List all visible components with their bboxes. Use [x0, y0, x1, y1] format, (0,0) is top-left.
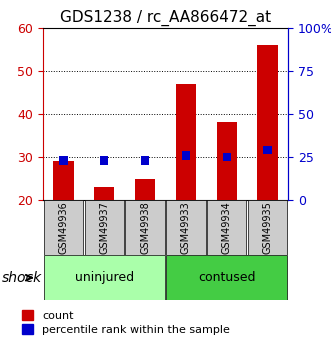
- FancyBboxPatch shape: [85, 200, 124, 255]
- FancyBboxPatch shape: [166, 200, 206, 255]
- Text: shock: shock: [2, 271, 42, 285]
- Text: GSM49936: GSM49936: [59, 201, 69, 254]
- Text: GSM49935: GSM49935: [262, 201, 272, 254]
- Bar: [100, 156, 108, 165]
- Bar: [176, 84, 196, 200]
- FancyBboxPatch shape: [248, 200, 287, 255]
- Bar: [257, 45, 278, 200]
- Bar: [135, 179, 155, 200]
- Bar: [216, 122, 237, 200]
- Bar: [141, 156, 149, 165]
- Bar: [59, 156, 68, 165]
- FancyBboxPatch shape: [44, 255, 165, 300]
- FancyBboxPatch shape: [44, 200, 83, 255]
- FancyBboxPatch shape: [166, 255, 287, 300]
- Text: contused: contused: [198, 271, 256, 284]
- Title: GDS1238 / rc_AA866472_at: GDS1238 / rc_AA866472_at: [60, 10, 271, 26]
- Text: GSM49937: GSM49937: [99, 201, 109, 254]
- Bar: [223, 152, 231, 161]
- Legend: count, percentile rank within the sample: count, percentile rank within the sample: [22, 310, 230, 335]
- Text: GSM49934: GSM49934: [222, 201, 232, 254]
- Bar: [53, 161, 73, 200]
- Text: GSM49938: GSM49938: [140, 201, 150, 254]
- Text: uninjured: uninjured: [75, 271, 134, 284]
- Bar: [94, 187, 115, 200]
- Text: GSM49933: GSM49933: [181, 201, 191, 254]
- FancyBboxPatch shape: [125, 200, 165, 255]
- FancyBboxPatch shape: [207, 200, 246, 255]
- Bar: [182, 151, 190, 159]
- Bar: [263, 146, 272, 155]
